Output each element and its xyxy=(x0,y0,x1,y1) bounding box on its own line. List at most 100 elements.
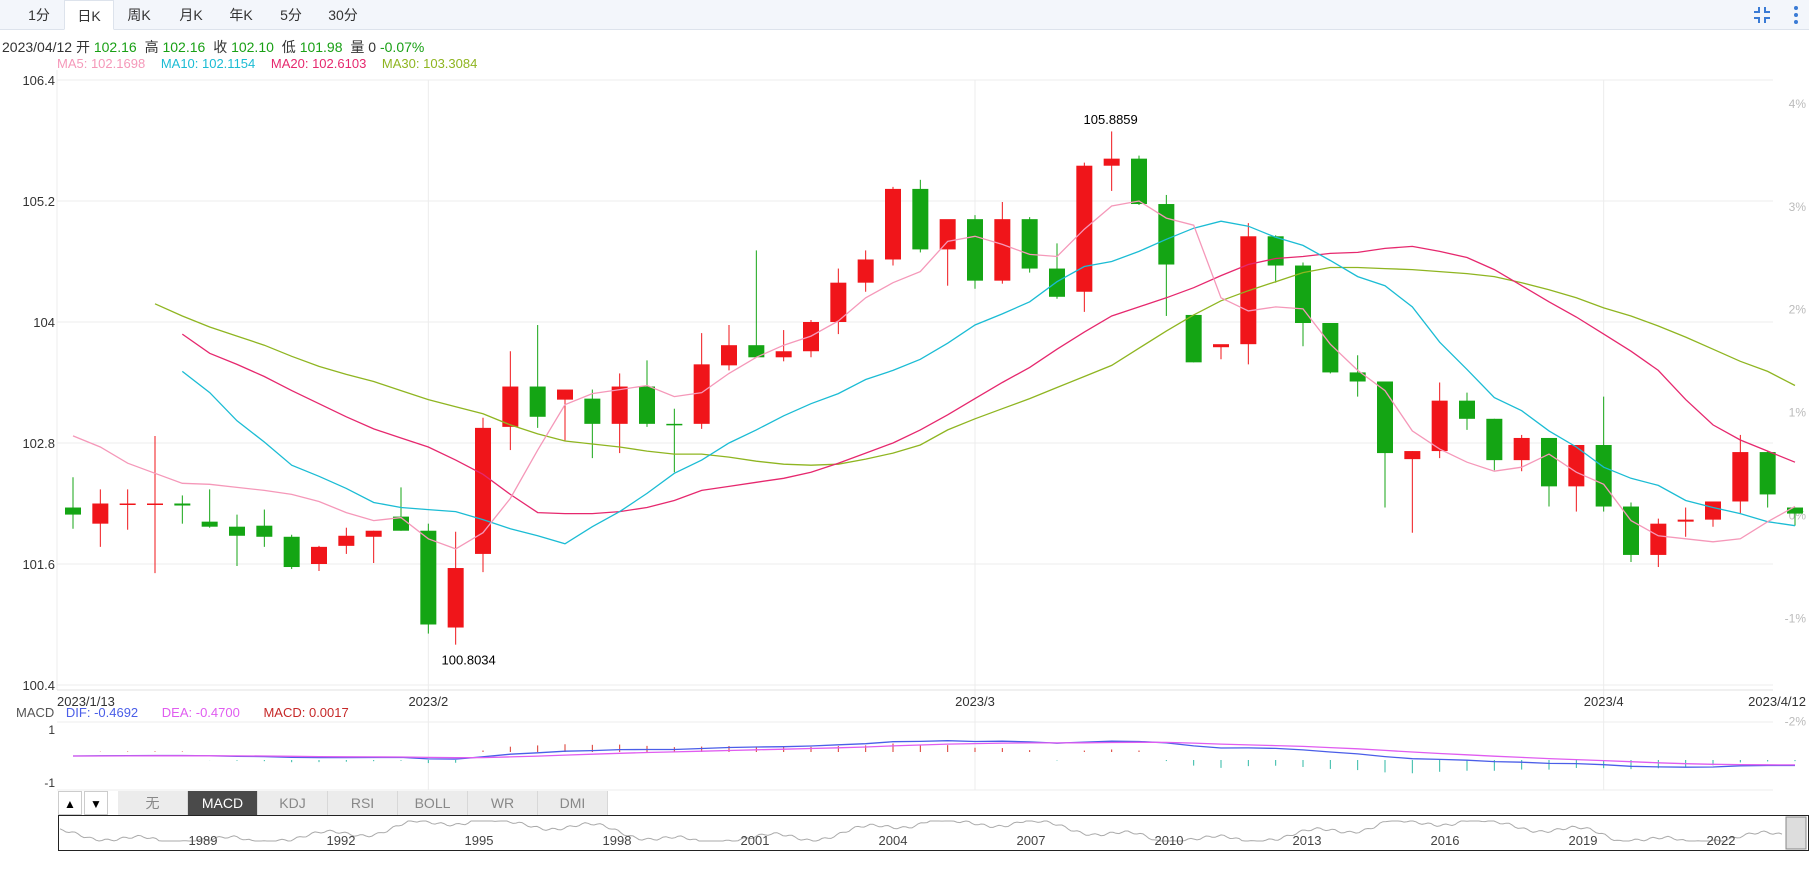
x-tick-label: 2023/1/13 xyxy=(57,694,115,709)
candle-body xyxy=(1431,400,1448,452)
range-navigator[interactable]: 1989 1992 1995 1998 2001 2004 2007 2010 2013 2016… xyxy=(58,815,1809,851)
candle-body xyxy=(174,503,191,506)
candle-body xyxy=(1404,451,1421,460)
y-tick-label: 101.6 xyxy=(22,557,55,572)
indicator-kdj[interactable]: KDJ xyxy=(258,791,328,815)
candle-body xyxy=(1650,523,1667,555)
candle-body xyxy=(748,345,765,358)
navigator-year-label: 2007 xyxy=(1017,833,1046,848)
macd-ytick-top: 1 xyxy=(48,723,55,737)
ma5-line xyxy=(72,200,1796,550)
y-tick-label: 100.4 xyxy=(22,678,55,693)
dea-line xyxy=(73,741,1796,766)
dif-line xyxy=(72,740,1795,768)
quote-info: 2023/04/12 开 102.16 高 102.16 收 102.10 低 … xyxy=(2,37,428,57)
candle-body xyxy=(1459,400,1475,419)
candle-body xyxy=(420,530,437,625)
navigator-year-label: 1992 xyxy=(327,833,356,848)
navigator-year-label: 2013 xyxy=(1293,833,1322,848)
candle-body xyxy=(1377,381,1393,454)
ma30-legend: MA30: 103.3084 xyxy=(381,56,478,71)
close-value: 102.10 xyxy=(231,39,274,55)
navigator-handle[interactable] xyxy=(1785,816,1807,850)
candle-body xyxy=(1705,501,1721,520)
indicator-wr[interactable]: WR xyxy=(468,791,538,815)
candle-body xyxy=(912,188,929,250)
scroll-up-button[interactable]: ▲ xyxy=(58,791,82,815)
candle-body xyxy=(1623,506,1639,555)
collapse-arrows-icon[interactable] xyxy=(1752,5,1772,25)
tab-weekly-k[interactable]: 周K xyxy=(127,7,151,23)
candle-body xyxy=(1322,323,1339,373)
candle-body xyxy=(1513,437,1530,461)
ma-legend: MA5: 102.1698 MA10: 102.1154 MA20: 102.6… xyxy=(57,56,489,71)
vertical-dots-icon[interactable] xyxy=(1792,5,1800,25)
indicator-dmi[interactable]: DMI xyxy=(538,791,608,815)
indicator-rsi[interactable]: RSI xyxy=(328,791,398,815)
candle-body xyxy=(775,351,792,358)
ma5-legend: MA5: 102.1698 xyxy=(57,56,146,71)
indicator-boll[interactable]: BOLL xyxy=(398,791,468,815)
navigator-year-label: 2016 xyxy=(1431,833,1460,848)
close-label: 收 xyxy=(213,39,228,55)
candle-body xyxy=(611,386,628,424)
ma30-line xyxy=(154,266,1796,466)
candle-body xyxy=(885,188,901,260)
candle-body xyxy=(229,526,245,536)
min-price-label: 100.8034 xyxy=(442,652,496,667)
tab-monthly-k[interactable]: 月K xyxy=(179,7,203,23)
low-label: 低 xyxy=(281,39,296,55)
candle-body xyxy=(1541,437,1557,487)
ma20-line xyxy=(181,245,1796,515)
tab-yearly-k[interactable]: 年K xyxy=(229,7,253,23)
candle-body xyxy=(693,364,710,424)
tab-5min[interactable]: 5分 xyxy=(280,7,302,23)
candle-body xyxy=(119,503,136,505)
x-tick-label: 2023/2 xyxy=(408,694,448,709)
candle-body xyxy=(1486,418,1503,461)
candle-body xyxy=(1267,236,1284,266)
indicator-none[interactable]: 无 xyxy=(118,791,188,815)
navigator-year-label: 2022 xyxy=(1707,833,1736,848)
navigator-year-label: 2010 xyxy=(1155,833,1184,848)
tab-30min[interactable]: 30分 xyxy=(328,7,358,23)
candle-body xyxy=(1103,158,1120,166)
open-value: 102.16 xyxy=(93,39,137,55)
pct-tick-label: 4% xyxy=(1789,97,1807,111)
candle-body xyxy=(1158,204,1175,265)
pct-tick-label: 1% xyxy=(1789,406,1807,420)
candle-body xyxy=(147,503,163,505)
candle-body xyxy=(311,546,327,564)
candle-body xyxy=(1677,519,1694,522)
pct-tick-label: -1% xyxy=(1785,612,1807,626)
navigator-year-label: 2001 xyxy=(741,833,770,848)
indicator-macd[interactable]: MACD xyxy=(188,791,258,815)
x-tick-label: 2023/4 xyxy=(1584,694,1624,709)
y-tick-label: 105.2 xyxy=(22,194,55,209)
candle-body xyxy=(1049,268,1065,297)
candle-body xyxy=(256,525,273,537)
navigator-year-label: 1989 xyxy=(189,833,218,848)
navigator-year-label: 2004 xyxy=(879,833,908,848)
candle-body xyxy=(584,398,601,424)
candle-body xyxy=(557,389,573,400)
navigator-year-label: 1998 xyxy=(603,833,632,848)
tab-daily-k[interactable]: 日K xyxy=(64,0,114,30)
pct-tick-label: -2% xyxy=(1785,714,1807,728)
tab-1min[interactable]: 1分 xyxy=(28,7,50,23)
ma10-line xyxy=(181,220,1796,545)
candle-body xyxy=(1732,452,1749,502)
candle-body xyxy=(283,536,300,568)
y-tick-label: 102.8 xyxy=(22,436,55,451)
macd-title: MACD xyxy=(16,705,55,720)
candle-body xyxy=(1349,372,1366,382)
candle-body xyxy=(994,219,1011,281)
scroll-down-button[interactable]: ▼ xyxy=(84,791,108,815)
macd-value-legend: MACD: 0.0017 xyxy=(263,705,349,720)
candle-body xyxy=(529,386,546,417)
low-value: 101.98 xyxy=(299,39,343,55)
ma10-legend: MA10: 102.1154 xyxy=(160,56,256,71)
x-tick-label: 2023/3 xyxy=(955,694,995,709)
change-value: -0.07% xyxy=(379,39,425,55)
